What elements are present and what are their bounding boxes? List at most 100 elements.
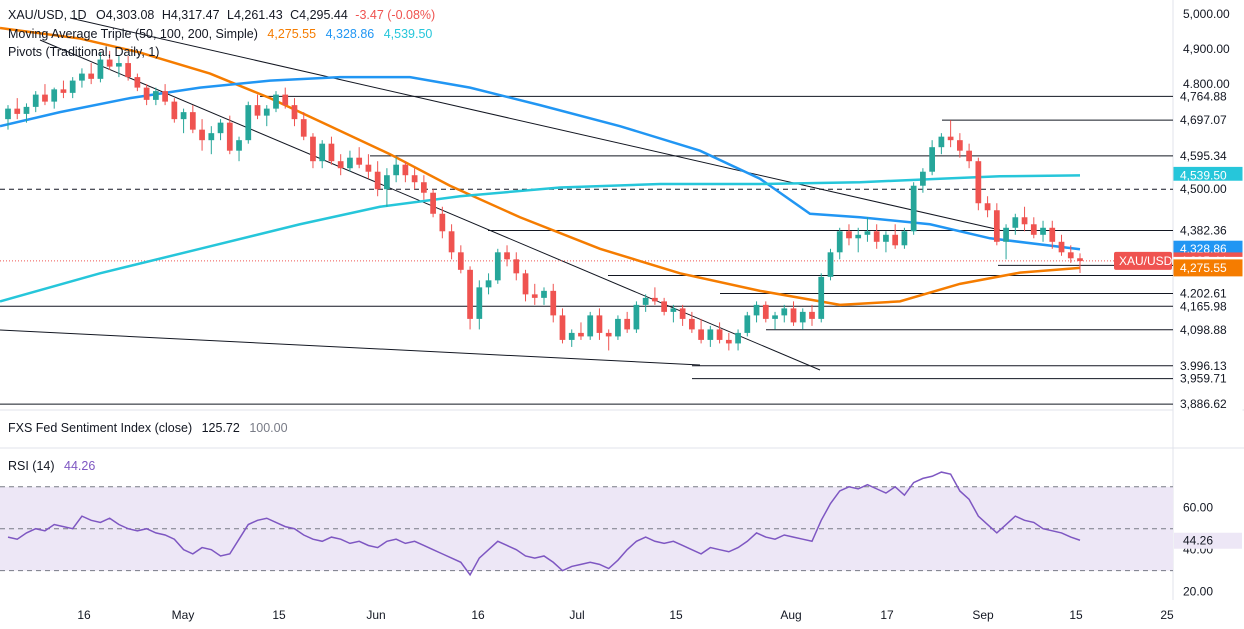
candle[interactable] <box>910 185 917 232</box>
candle[interactable] <box>79 73 85 81</box>
candle[interactable] <box>328 143 335 162</box>
candle[interactable] <box>171 101 178 120</box>
candle[interactable] <box>1003 227 1009 242</box>
candle[interactable] <box>624 318 631 330</box>
candle[interactable] <box>892 234 899 246</box>
candle[interactable] <box>781 308 788 316</box>
symbol-price-tag[interactable] <box>1114 251 1172 270</box>
candle[interactable] <box>836 231 843 253</box>
candle[interactable] <box>883 234 889 242</box>
candle[interactable] <box>550 290 557 316</box>
level-tag[interactable] <box>1173 259 1243 277</box>
candle[interactable] <box>189 112 196 130</box>
candle[interactable] <box>615 318 621 337</box>
candle[interactable] <box>23 106 30 114</box>
rsi-pane[interactable] <box>0 471 1173 577</box>
price-pane[interactable] <box>0 0 1244 600</box>
candle[interactable] <box>920 171 926 186</box>
rsi-value-tag[interactable] <box>1174 532 1242 549</box>
candle[interactable] <box>485 280 492 288</box>
candle[interactable] <box>772 315 778 319</box>
level-tag[interactable] <box>1173 180 1243 198</box>
candle[interactable] <box>384 175 390 190</box>
candle[interactable] <box>60 89 67 93</box>
candle[interactable] <box>152 91 159 100</box>
candle[interactable] <box>69 80 76 93</box>
candle[interactable] <box>799 311 806 323</box>
candle[interactable] <box>864 231 871 235</box>
candle[interactable] <box>698 329 704 340</box>
level-tag[interactable] <box>1173 147 1243 165</box>
candle[interactable] <box>402 164 409 176</box>
candle[interactable] <box>855 234 862 239</box>
candle[interactable] <box>273 94 279 109</box>
candle[interactable] <box>1040 227 1046 235</box>
candle[interactable] <box>827 252 834 277</box>
candle[interactable] <box>162 91 168 102</box>
candle[interactable] <box>457 252 464 270</box>
level-tag[interactable] <box>1173 395 1243 413</box>
candle[interactable] <box>1067 252 1074 259</box>
candle[interactable] <box>504 252 510 260</box>
candle[interactable] <box>5 108 11 120</box>
candle[interactable] <box>88 73 95 79</box>
candle[interactable] <box>365 164 372 172</box>
candle[interactable] <box>347 157 353 169</box>
candle[interactable] <box>735 332 741 344</box>
candle[interactable] <box>319 143 326 162</box>
candle[interactable] <box>300 119 307 137</box>
candle[interactable] <box>494 252 501 281</box>
price-axis[interactable]: 5,000.00 4,900.00 4,800.004,764.88 4,697.07… <box>1114 7 1243 599</box>
candle[interactable] <box>42 94 48 102</box>
candle[interactable] <box>956 140 963 151</box>
level-tag[interactable] <box>1173 221 1243 239</box>
rsi-legend[interactable]: RSI (14) 44.26 <box>8 458 101 474</box>
candle[interactable] <box>966 150 972 162</box>
level-tag[interactable] <box>1173 321 1243 339</box>
candle[interactable] <box>430 192 436 214</box>
candle[interactable] <box>143 87 150 100</box>
candle[interactable] <box>929 147 936 172</box>
candle[interactable] <box>587 315 594 337</box>
candle[interactable] <box>975 161 982 204</box>
candle[interactable] <box>1030 224 1037 235</box>
candle[interactable] <box>642 297 649 305</box>
candle[interactable] <box>596 315 603 333</box>
candle[interactable] <box>559 315 566 340</box>
candle[interactable] <box>762 304 769 319</box>
candle[interactable] <box>263 108 270 116</box>
candle[interactable] <box>448 231 455 253</box>
candle[interactable] <box>688 318 695 330</box>
level-tag[interactable] <box>1173 111 1243 129</box>
candle[interactable] <box>947 136 954 141</box>
candle[interactable] <box>282 94 289 106</box>
candle[interactable] <box>125 63 132 78</box>
candle[interactable] <box>513 259 520 274</box>
candle[interactable] <box>411 175 418 183</box>
candle[interactable] <box>208 133 215 141</box>
candle[interactable] <box>1049 227 1056 242</box>
candle[interactable] <box>97 59 104 79</box>
candle[interactable] <box>226 122 233 151</box>
candle[interactable] <box>846 231 852 239</box>
candle[interactable] <box>236 140 242 151</box>
candle[interactable] <box>337 161 344 169</box>
candle[interactable] <box>707 329 714 340</box>
candle[interactable] <box>661 301 668 312</box>
candle[interactable] <box>254 105 261 116</box>
candle[interactable] <box>393 164 400 176</box>
candle[interactable] <box>605 332 612 337</box>
ma-legend[interactable]: Moving Average Triple (50, 100, 200, Sim… <box>8 26 438 42</box>
candle[interactable] <box>873 231 880 242</box>
candle[interactable] <box>818 276 825 319</box>
candle[interactable] <box>467 269 473 319</box>
candle[interactable] <box>199 129 205 141</box>
candle[interactable] <box>134 77 141 88</box>
candle[interactable] <box>217 122 224 134</box>
candle[interactable] <box>753 304 760 316</box>
candle[interactable] <box>993 210 1000 242</box>
level-tag[interactable] <box>1173 370 1243 388</box>
candle[interactable] <box>901 231 908 246</box>
candle[interactable] <box>633 304 640 330</box>
